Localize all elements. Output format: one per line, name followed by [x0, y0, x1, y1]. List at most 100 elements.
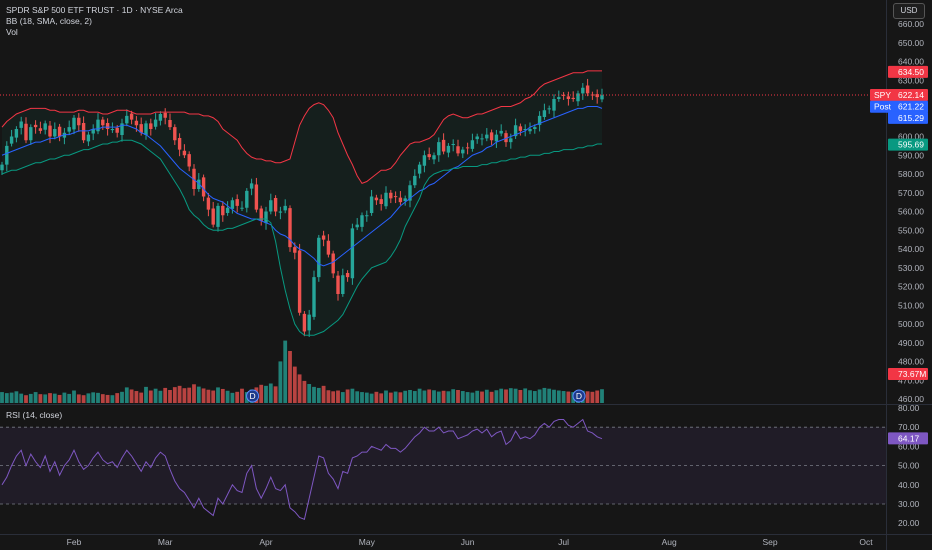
rsi-line — [1, 418, 603, 521]
candle-body — [177, 138, 182, 150]
symbol-title[interactable]: SPDR S&P 500 ETF TRUST · 1D · NYSE Arca — [6, 5, 183, 15]
price-tick-label: 660.00 — [898, 19, 924, 29]
volume-bar — [110, 395, 115, 403]
spy-price-tag-prefix-bg — [870, 88, 889, 101]
volume-bar — [566, 391, 571, 403]
volume-bar — [211, 390, 216, 403]
volume-bar — [0, 392, 4, 403]
volume-bar — [331, 391, 336, 403]
candle-body — [302, 313, 307, 332]
volume-bar — [220, 388, 225, 403]
candle-body — [360, 215, 364, 227]
bb-indicator-label[interactable]: BB (18, SMA, close, 2) — [6, 16, 92, 26]
bb-fill-area — [2, 70, 602, 336]
candle-body — [91, 129, 95, 134]
candle-body — [235, 199, 239, 206]
price-tick-label: 490.00 — [898, 338, 924, 348]
candle-body — [293, 247, 297, 253]
rsi-tick-label: 70.00 — [898, 422, 920, 432]
candle-body — [422, 155, 427, 166]
month-label: Feb — [67, 537, 82, 547]
volume-bar — [316, 387, 321, 403]
volume-bar — [163, 387, 168, 403]
volume-bar — [336, 390, 340, 403]
month-label: Mar — [158, 537, 173, 547]
dividend-marker[interactable] — [246, 389, 260, 403]
candle-body — [571, 97, 575, 99]
candle-body — [413, 175, 417, 186]
candle-body — [408, 185, 412, 201]
candle-body — [341, 275, 345, 294]
candle-body — [86, 134, 91, 142]
candle-body — [446, 145, 451, 153]
spy-price-tag-label: 622.14 — [898, 90, 924, 100]
volume-bar — [134, 391, 139, 403]
candle-body — [345, 273, 350, 278]
time-axis[interactable]: Feb Mar Apr May Jun Jul Aug Sep Oct — [67, 537, 874, 547]
candle-body — [317, 237, 321, 278]
month-label: Apr — [259, 537, 272, 547]
candle-body — [38, 128, 43, 131]
candle-body — [259, 208, 263, 221]
candle-body — [134, 120, 139, 126]
dividend-marker[interactable] — [572, 389, 586, 403]
volume-bar — [292, 366, 297, 403]
volume-bar — [470, 392, 475, 403]
volume-bar — [9, 392, 14, 403]
volume-bar — [475, 390, 480, 403]
candle-body — [384, 192, 388, 207]
volume-indicator-label[interactable]: Vol — [6, 27, 18, 37]
rsi-tick-label: 40.00 — [898, 480, 920, 490]
candle-body — [365, 215, 369, 217]
month-label: Jun — [461, 537, 475, 547]
candle-body — [485, 134, 489, 139]
volume-bar — [556, 390, 561, 403]
candle-body — [537, 115, 542, 125]
candle-body — [288, 208, 292, 248]
candle-body — [297, 250, 302, 313]
candle-body — [240, 207, 244, 209]
volume-bar — [52, 393, 57, 403]
candle-body — [43, 123, 47, 130]
post-price-tag-prefix: Post — [874, 102, 892, 112]
volume-bar — [523, 388, 528, 403]
rsi-tag-label: 64.17 — [898, 433, 920, 443]
rsi-pane[interactable]: 80.00 70.00 60.00 50.00 40.00 30.00 20.00 64.17 — [0, 403, 928, 528]
candle-body — [245, 190, 249, 208]
volume-bar — [427, 389, 432, 403]
rsi-indicator-label[interactable]: RSI (14, close) — [6, 410, 63, 420]
candle-body — [62, 132, 67, 138]
bb-basis-tag-bg — [888, 111, 928, 124]
candle-body — [57, 126, 62, 137]
candle-body — [110, 129, 115, 131]
volume-bar — [129, 389, 134, 403]
currency-button[interactable]: USD — [893, 3, 925, 19]
rsi-tick-label: 50.00 — [898, 461, 920, 471]
volume-bar — [393, 391, 398, 403]
volume-bar — [417, 388, 422, 403]
candle-body — [499, 130, 503, 134]
price-tick-label: 520.00 — [898, 282, 924, 292]
volume-bar — [585, 391, 590, 403]
volume-bar — [297, 374, 302, 403]
volume-bar — [62, 392, 67, 403]
volume-bar — [432, 390, 436, 403]
volume-bar — [177, 385, 182, 403]
bb-lower-tag-label: 595.69 — [898, 140, 924, 150]
volume-bar — [139, 392, 144, 403]
volume-bar — [38, 394, 43, 403]
candle-body — [197, 179, 201, 189]
bb-upper-tag-label: 634.50 — [898, 67, 924, 77]
candle-body — [283, 205, 287, 211]
bb-upper-line — [1, 70, 602, 184]
candle-body — [269, 200, 273, 212]
candle-body — [336, 275, 340, 294]
candle-body — [480, 138, 484, 140]
month-label: Oct — [859, 537, 873, 547]
candle-body — [374, 197, 379, 201]
volume-bar — [364, 392, 369, 403]
volume-bar — [196, 386, 201, 403]
volume-bar — [57, 394, 62, 403]
